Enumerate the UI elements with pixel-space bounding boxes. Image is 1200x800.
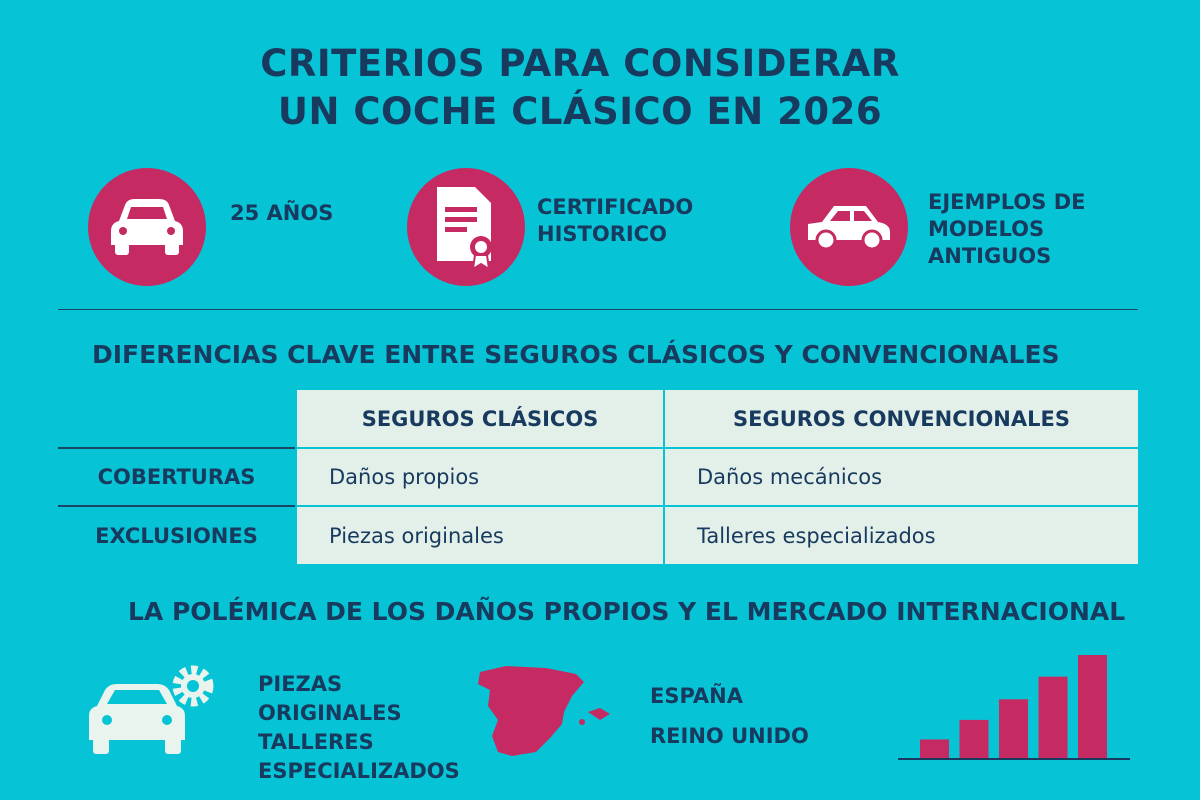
column-header: SEGUROS CLÁSICOS [295, 390, 664, 448]
row-header: EXCLUSIONES [58, 505, 296, 564]
chart-bar [1078, 655, 1107, 758]
chart-bar [959, 719, 989, 758]
table-cell: Talleres especializados [663, 505, 1138, 564]
car-front-icon [88, 168, 206, 286]
divider [58, 309, 1138, 310]
table-cell: Piezas originales [295, 505, 664, 564]
bar-chart [898, 655, 1130, 760]
table-cell: Daños mecánicos [663, 447, 1138, 506]
car-gear-icon [85, 660, 225, 764]
chart-bar [920, 739, 949, 758]
criterion-label: EJEMPLOS DE MODELOS ANTIGUOS [928, 190, 1086, 268]
comparison-table: SEGUROS CLÁSICOS SEGUROS CONVENCIONALES … [58, 390, 1138, 564]
table-row: EXCLUSIONES Piezas originales Talleres e… [58, 505, 1138, 564]
table-cell: Daños propios [295, 447, 664, 506]
country-list: ESPAÑA REINO UNIDO [650, 684, 809, 748]
parts-list: PIEZAS ORIGINALES TALLERES ESPECIALIZADO… [258, 672, 460, 783]
car-side-icon [790, 168, 908, 286]
chart-bar [1038, 676, 1068, 758]
controversy-heading: LA POLÉMICA DE LOS DAÑOS PROPIOS Y EL ME… [128, 597, 1126, 626]
row-header: COBERTURAS [58, 447, 296, 506]
certificate-icon [407, 168, 525, 286]
criterion-label: CERTIFICADO HISTORICO [537, 195, 694, 246]
differences-heading: DIFERENCIAS CLAVE ENTRE SEGUROS CLÁSICOS… [92, 340, 1060, 369]
column-header: SEGUROS CONVENCIONALES [663, 390, 1138, 448]
spain-map-icon [476, 662, 616, 766]
page-title: CRITERIOS PARA CONSIDERAR UN COCHE CLÁSI… [260, 42, 900, 133]
chart-bar [999, 699, 1028, 758]
table-row: COBERTURAS Daños propios Daños mecánicos [58, 447, 1138, 506]
criterion-label: 25 AÑOS [230, 201, 334, 225]
